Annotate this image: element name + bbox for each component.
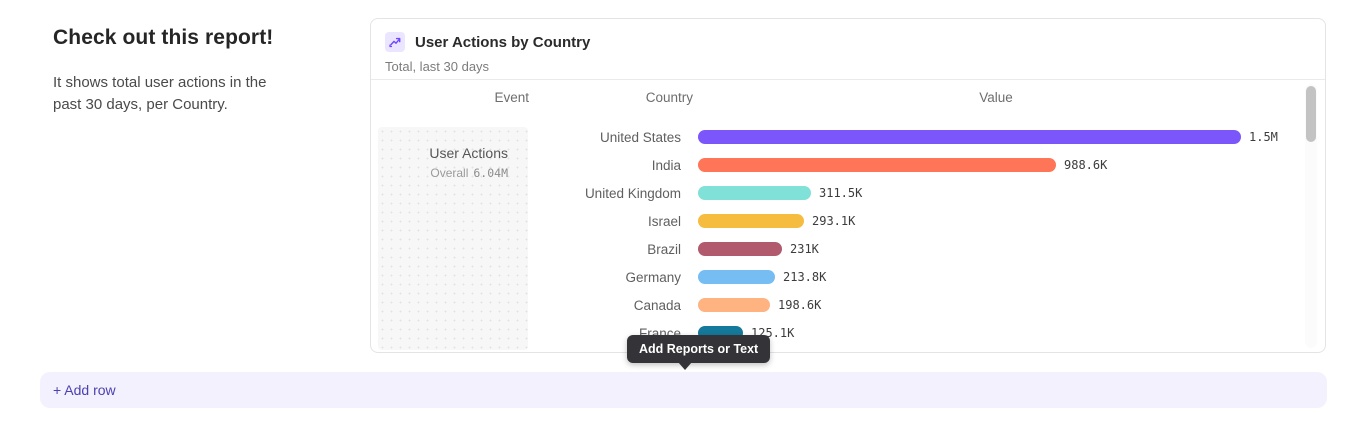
column-header-event: Event	[494, 90, 529, 105]
report-subtitle: Total, last 30 days	[385, 59, 490, 74]
bar-rows: United States 1.5M India 988.6K United Kingd…	[371, 123, 1305, 347]
value-bar[interactable]	[698, 214, 804, 228]
card-divider	[371, 79, 1325, 80]
value-bar[interactable]	[698, 186, 811, 200]
event-name: User Actions	[429, 145, 508, 161]
value-bar[interactable]	[698, 158, 1056, 172]
country-label: Brazil	[647, 241, 681, 257]
value-label: 1.5M	[1249, 130, 1278, 144]
text-card-heading: Check out this report!	[53, 26, 274, 49]
value-label: 988.6K	[1064, 158, 1108, 172]
chart-scrollbar-track[interactable]	[1305, 84, 1317, 348]
insights-chart-icon	[385, 32, 405, 52]
value-label: 213.8K	[783, 270, 827, 284]
column-header-country: Country	[645, 90, 693, 105]
chart-scrollbar-thumb[interactable]	[1306, 86, 1316, 142]
bar-row: Germany 213.8K	[371, 263, 1305, 291]
value-label: 198.6K	[778, 298, 822, 312]
value-bar[interactable]	[698, 298, 770, 312]
overall-value: 6.04M	[473, 166, 508, 180]
value-label: 311.5K	[819, 186, 863, 200]
column-headers: Event Country Value	[371, 90, 1325, 108]
column-header-value: Value	[979, 90, 1013, 105]
value-bar[interactable]	[698, 130, 1241, 144]
tooltip-label: Add Reports or Text	[639, 342, 759, 356]
event-cell[interactable]: User Actions Overall 6.04M	[378, 127, 528, 350]
country-label: India	[651, 157, 681, 173]
bar-row: United States 1.5M	[371, 123, 1305, 151]
text-card-body: It shows total user actions in the past …	[53, 74, 267, 113]
bar-row: Canada 198.6K	[371, 291, 1305, 319]
bar-row: India 988.6K	[371, 151, 1305, 179]
value-bar[interactable]	[698, 270, 775, 284]
report-title[interactable]: User Actions by Country	[415, 33, 591, 51]
country-label: United States	[599, 129, 681, 145]
bar-row: United Kingdom 311.5K	[371, 179, 1305, 207]
country-label: Germany	[625, 269, 681, 285]
bar-row: Israel 293.1K	[371, 207, 1305, 235]
bar-row: France 125.1K	[371, 319, 1305, 347]
country-label: Canada	[633, 297, 681, 313]
value-bar[interactable]	[698, 242, 782, 256]
tooltip-caret-icon	[678, 362, 692, 370]
add-row-label: + Add row	[53, 382, 116, 398]
value-label: 231K	[790, 242, 819, 256]
report-card-header: User Actions by Country Total, last 30 d…	[371, 19, 1325, 79]
overall-label: Overall	[430, 166, 469, 180]
text-card[interactable]: Check out this report! It shows total us…	[53, 26, 303, 116]
event-overall: Overall 6.04M	[386, 166, 508, 180]
country-label: Israel	[647, 213, 681, 229]
value-label: 293.1K	[812, 214, 856, 228]
bar-chart: Event Country Value User Actions Overall…	[371, 80, 1325, 352]
add-row-button[interactable]: + Add row	[40, 372, 1327, 408]
bar-row: Brazil 231K	[371, 235, 1305, 263]
country-label: United Kingdom	[584, 185, 681, 201]
report-card[interactable]: User Actions by Country Total, last 30 d…	[370, 18, 1326, 353]
add-reports-tooltip: Add Reports or Text	[627, 335, 771, 370]
